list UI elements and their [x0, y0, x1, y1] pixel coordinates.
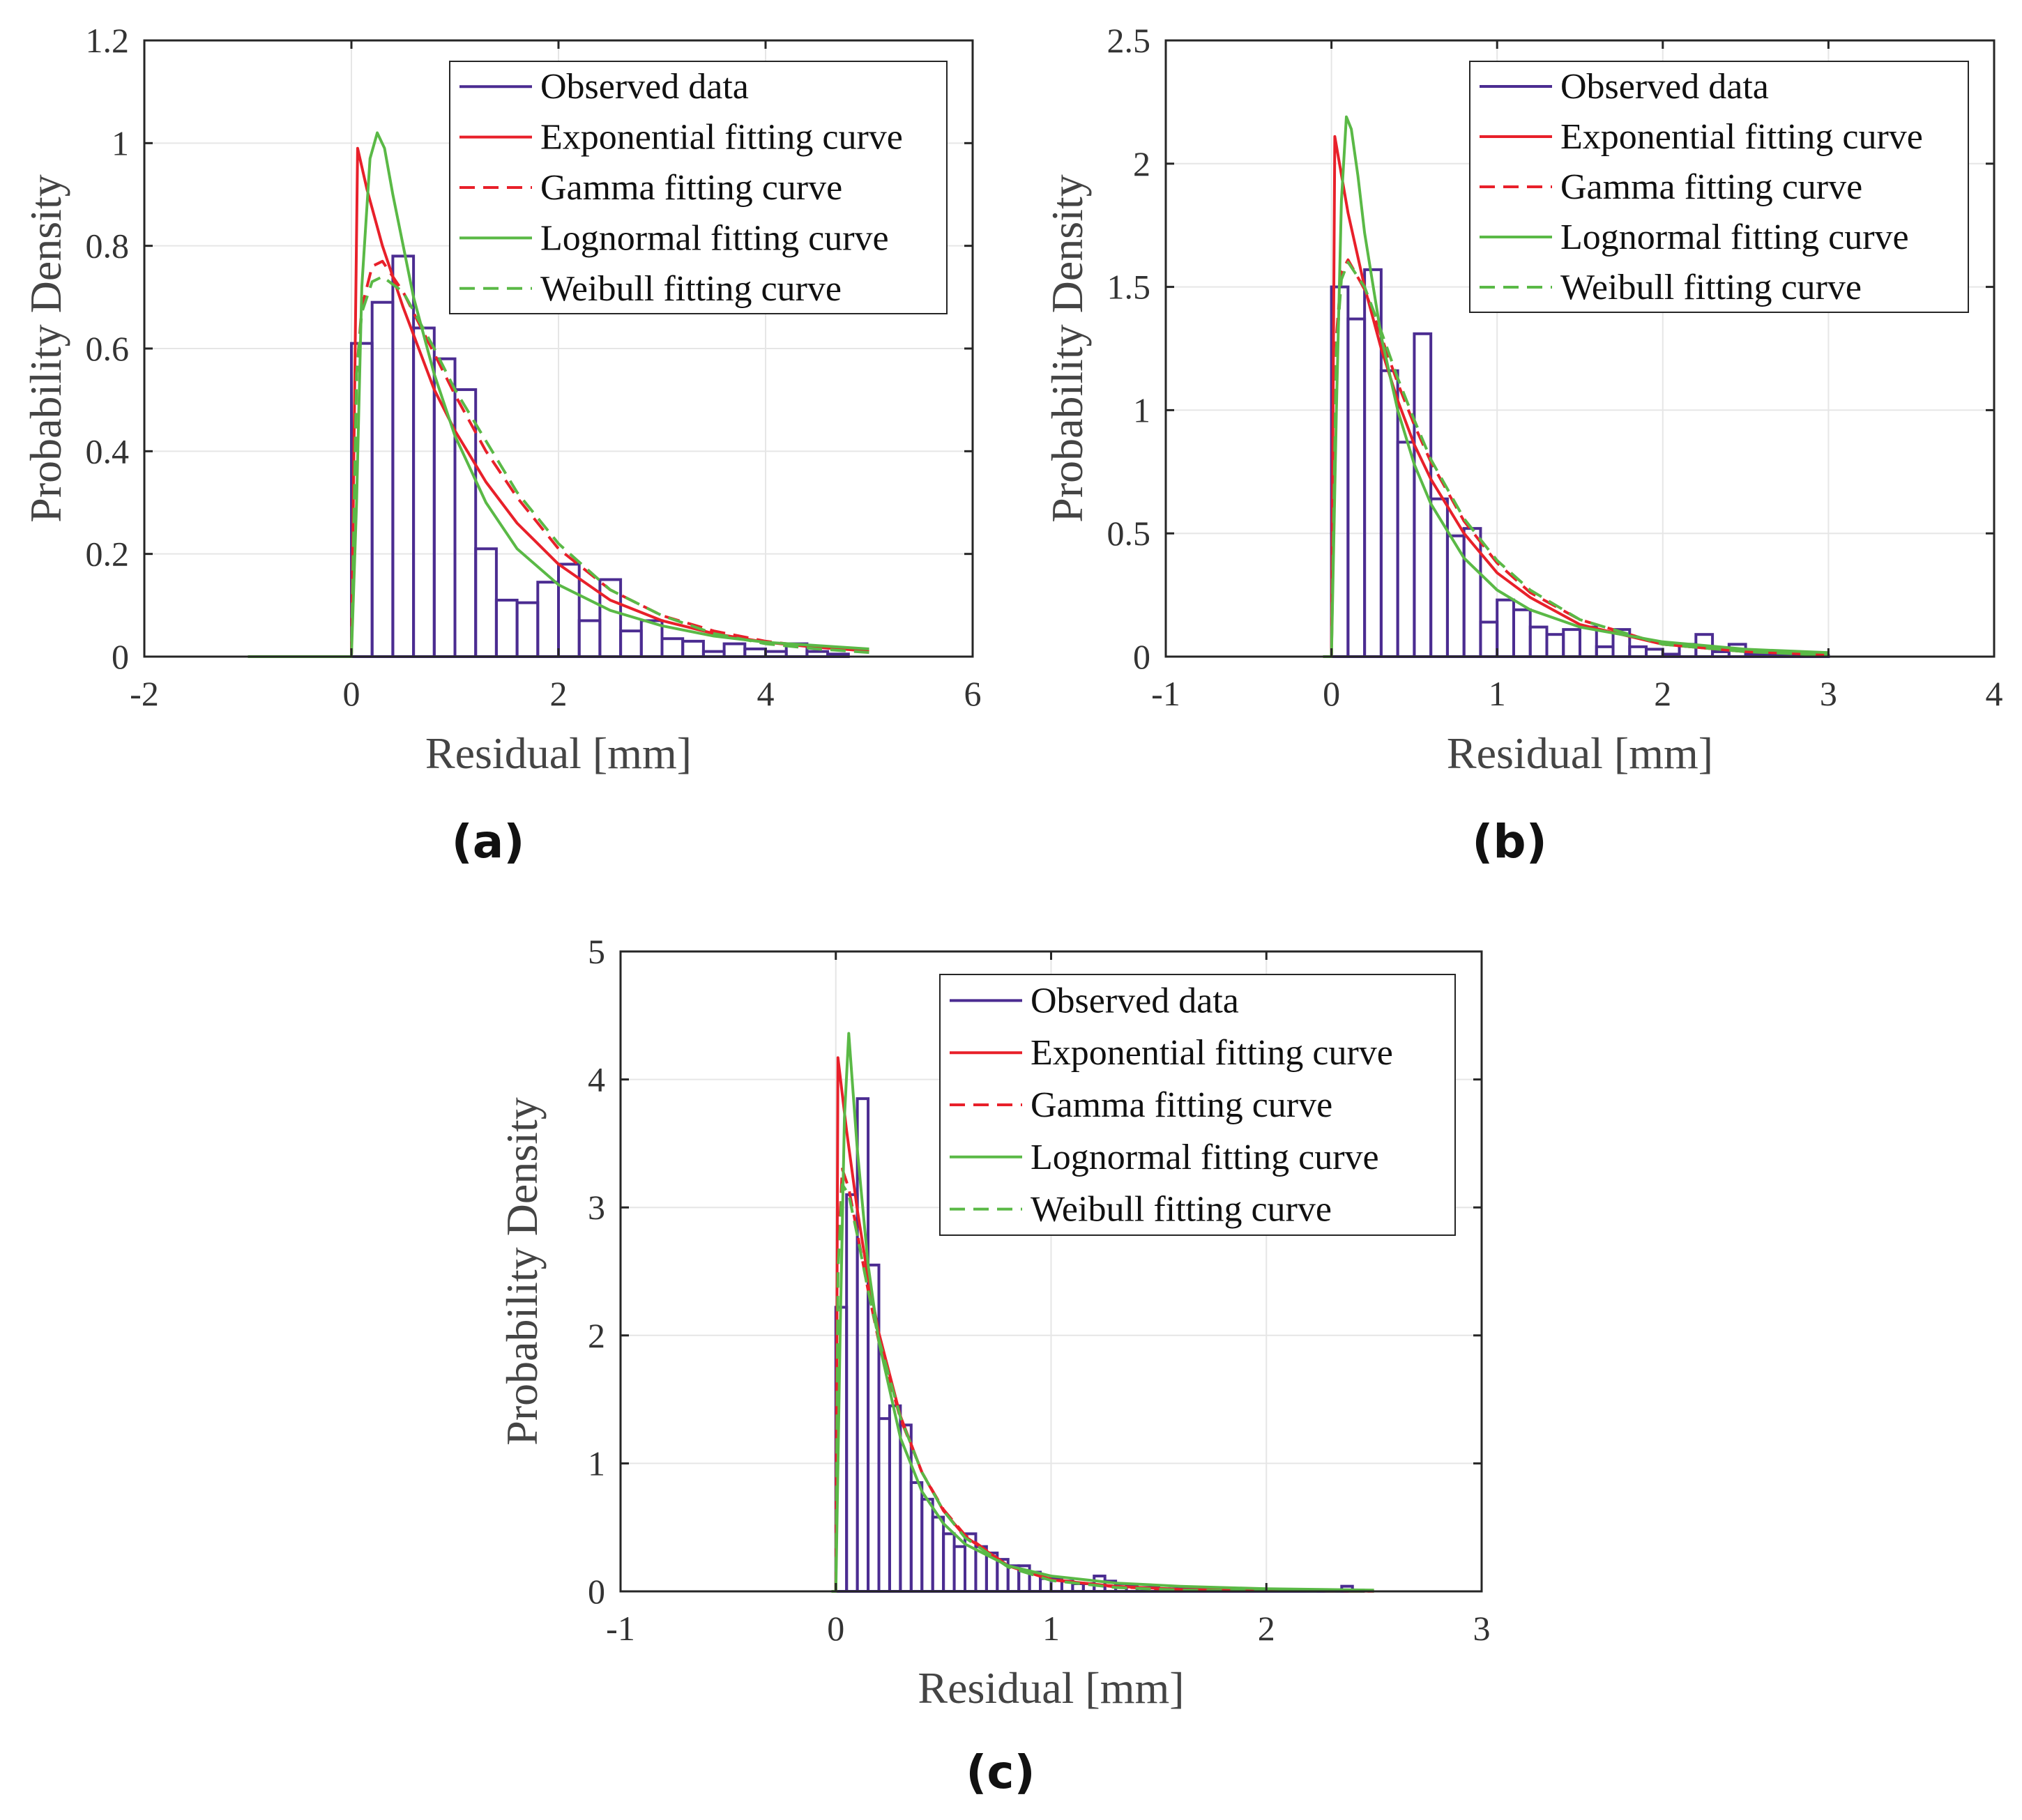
y-tick-label: 0.5 — [1107, 514, 1151, 553]
x-axis-label: Residual [mm] — [918, 1663, 1184, 1713]
tick-labels: -1 0 1 2 3 400.511.522.5 — [1107, 21, 2003, 713]
legend: Observed data Exponential fitting curve Ga… — [1469, 61, 1969, 313]
panel-label: (c) — [966, 1745, 1035, 1799]
y-tick-label: 1 — [588, 1444, 605, 1483]
legend-box — [939, 974, 1456, 1236]
y-tick-label: 1 — [112, 123, 129, 162]
x-tick-label: -1 — [1151, 674, 1180, 713]
legend: Observed data Exponential fitting curve Ga… — [449, 61, 948, 314]
legend-label: Gamma fitting curve — [540, 168, 842, 208]
legend-box — [1469, 61, 1969, 313]
legend-label: Exponential fitting curve — [1560, 117, 1923, 157]
legend-label: Exponential fitting curve — [540, 118, 903, 158]
x-tick-label: -1 — [606, 1609, 635, 1648]
y-tick-label: 2.5 — [1107, 21, 1151, 60]
legend-label: Lognormal fitting curve — [1560, 217, 1909, 257]
y-tick-label: 0 — [588, 1572, 605, 1611]
tick-labels: -2 0 2 4 600.20.40.60.811.2 — [86, 21, 982, 713]
legend-label: Observed data — [1031, 981, 1239, 1020]
x-tick-label: 2 — [550, 674, 568, 713]
x-tick-label: 3 — [1820, 674, 1837, 713]
weibull-curve — [1323, 261, 1829, 658]
y-tick-label: 0.6 — [86, 329, 130, 368]
x-tick-label: 2 — [1258, 1609, 1275, 1648]
lognormal-curve — [831, 1032, 1374, 1593]
weibull-curve — [831, 1183, 1374, 1593]
x-tick-label: 0 — [1323, 674, 1340, 713]
y-tick-label: 0.8 — [86, 227, 130, 266]
panel-label: (a) — [452, 815, 525, 869]
y-tick-label: 0 — [1133, 637, 1150, 676]
y-tick-label: 4 — [588, 1060, 605, 1099]
y-tick-label: 5 — [588, 932, 605, 971]
y-tick-label: 0 — [112, 637, 129, 676]
x-tick-label: -2 — [130, 674, 159, 713]
x-axis-label: Residual [mm] — [425, 728, 692, 778]
legend-label: Lognormal fitting curve — [540, 218, 889, 258]
legend-label: Gamma fitting curve — [1031, 1085, 1332, 1125]
y-tick-label: 1 — [1133, 390, 1150, 429]
y-axis-label: Probability Density — [1042, 174, 1092, 523]
y-tick-label: 1.5 — [1107, 268, 1151, 307]
x-tick-label: 1 — [1042, 1609, 1060, 1648]
legend-label: Weibull fitting curve — [1031, 1190, 1332, 1230]
legend-label: Exponential fitting curve — [1031, 1033, 1393, 1073]
y-tick-label: 1.2 — [86, 21, 130, 60]
weibull-curve — [248, 275, 869, 658]
x-tick-label: 0 — [343, 674, 360, 713]
y-tick-label: 0.4 — [86, 431, 130, 471]
x-axis-label: Residual [mm] — [1447, 728, 1713, 778]
legend-label: Observed data — [540, 67, 749, 107]
x-tick-label: 3 — [1473, 1609, 1491, 1648]
fit-curves — [248, 131, 869, 658]
panel-label: (b) — [1472, 815, 1547, 869]
exponential-curve — [248, 146, 869, 658]
legend-label: Weibull fitting curve — [540, 269, 842, 309]
y-tick-label: 2 — [1133, 144, 1150, 183]
lognormal-curve — [248, 131, 869, 658]
y-tick-label: 0.2 — [86, 535, 130, 574]
legend-label: Weibull fitting curve — [1560, 268, 1862, 307]
x-tick-label: 2 — [1654, 674, 1671, 713]
x-tick-label: 0 — [827, 1609, 844, 1648]
legend-label: Lognormal fitting curve — [1031, 1138, 1379, 1177]
x-tick-label: 1 — [1489, 674, 1506, 713]
lognormal-curve — [1323, 115, 1829, 658]
x-tick-label: 6 — [964, 674, 982, 713]
fit-curves — [1323, 115, 1829, 658]
y-axis-label: Probability Density — [497, 1097, 547, 1446]
y-axis-label: Probability Density — [21, 174, 70, 523]
legend-box — [449, 61, 948, 314]
legend: Observed data Exponential fitting curve Ga… — [939, 974, 1456, 1236]
y-tick-label: 3 — [588, 1188, 605, 1227]
y-tick-label: 2 — [588, 1316, 605, 1355]
x-tick-label: 4 — [1986, 674, 2003, 713]
legend-label: Gamma fitting curve — [1560, 167, 1862, 207]
legend-label: Observed data — [1560, 67, 1769, 107]
fit-curves — [831, 1032, 1374, 1593]
x-tick-label: 4 — [757, 674, 775, 713]
axes-frame — [1164, 39, 1996, 658]
